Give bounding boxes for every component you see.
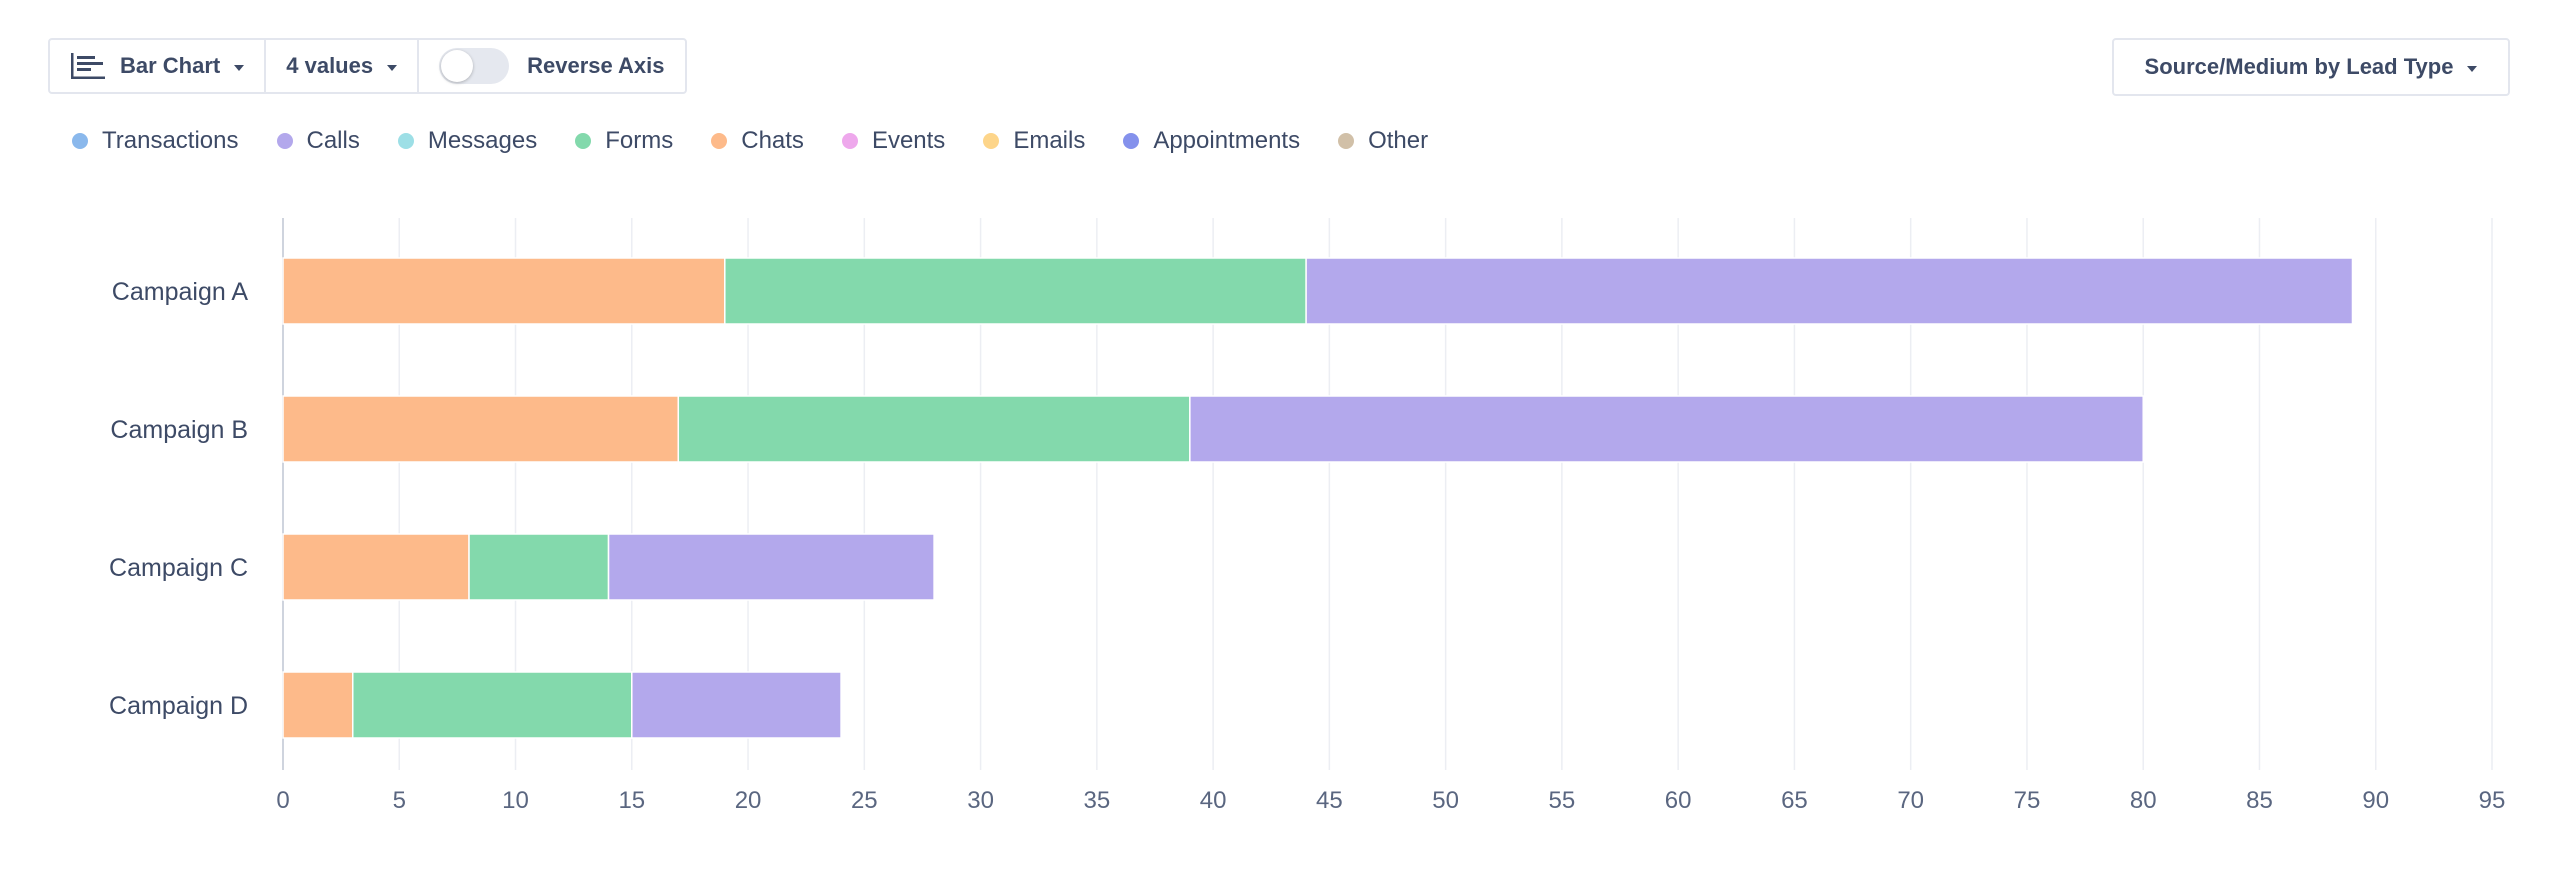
legend-dot [397,133,414,149]
x-tick-label: 55 [1549,787,1576,814]
bar-segment [1305,257,2354,325]
x-tick-label: 40 [1200,787,1227,814]
legend-label: Chats [741,127,804,154]
legend-item-transactions[interactable]: Transactions [72,127,239,155]
category-label: Campaign A [112,278,249,306]
x-tick-label: 20 [735,787,762,814]
x-tick-label: 70 [1897,787,1924,814]
legend-dot [575,133,592,149]
values-dropdown[interactable]: 4 values [264,40,417,92]
bar-chart-icon [71,53,105,79]
chart-type-label: Bar Chart [120,53,221,78]
legend-item-appointments[interactable]: Appointments [1123,127,1300,155]
x-tick-label: 65 [1781,787,1808,814]
x-tick-label: 80 [2130,787,2157,814]
legend-label: Forms [605,127,674,154]
legend-dot [1338,133,1355,149]
legend-dot [983,133,1000,149]
x-tick-label: 25 [851,787,878,814]
x-tick-label: 50 [1432,787,1459,814]
values-label: 4 values [286,53,374,78]
chart-toolbar: Bar Chart 4 values Reverse Axis [48,38,687,94]
legend-label: Appointments [1153,127,1301,154]
x-tick-label: 10 [502,787,529,814]
bar-segment [677,395,1191,463]
reverse-axis-label: Reverse Axis [527,53,665,78]
bar-segment [1189,395,2144,463]
legend-item-forms[interactable]: Forms [575,127,673,155]
reverse-axis-toggle[interactable] [439,48,510,84]
legend-item-calls[interactable]: Calls [276,127,360,155]
chevron-down-icon [387,65,398,71]
x-tick-label: 85 [2246,787,2273,814]
bar-segment [352,671,633,739]
bar-segment [724,257,1307,325]
source-medium-dropdown[interactable]: Source/Medium by Lead Type [2112,38,2510,96]
legend-item-other[interactable]: Other [1338,127,1428,155]
legend-label: Events [871,127,946,154]
source-medium-label: Source/Medium by Lead Type [2144,54,2454,79]
reverse-axis-control[interactable]: Reverse Axis [417,40,684,92]
x-tick-label: 95 [2479,787,2506,814]
x-tick-label: 35 [1083,787,1110,814]
legend-item-chats[interactable]: Chats [711,127,804,155]
chevron-down-icon [2467,66,2478,72]
bar-segment [282,533,470,601]
x-tick-label: 75 [2014,787,2041,814]
chart-legend: Transactions Calls Messages Forms Chats … [72,124,1466,158]
bar-segment [631,671,842,739]
legend-label: Emails [1013,127,1086,154]
legend-dot [841,133,858,149]
category-label: Campaign D [109,692,248,720]
x-tick-label: 5 [393,787,406,814]
legend-label: Messages [427,127,538,154]
bar-segment [282,257,726,325]
legend-item-messages[interactable]: Messages [397,127,538,155]
category-label: Campaign B [110,416,248,444]
bar-segment [282,671,354,739]
legend-dot [711,133,728,149]
chevron-down-icon [234,65,245,71]
legend-dot [72,133,88,149]
x-tick-label: 0 [276,787,289,814]
bar-segment [468,533,610,601]
legend-label: Other [1368,127,1429,154]
legend-label: Calls [306,127,360,154]
legend-item-events[interactable]: Events [841,127,946,155]
category-label: Campaign C [109,554,248,582]
legend-dot [1123,133,1140,149]
bar-segment [607,533,935,601]
x-tick-label: 90 [2362,787,2389,814]
chart-type-dropdown[interactable]: Bar Chart [50,40,264,92]
x-tick-label: 15 [618,787,645,814]
legend-dot [276,133,293,149]
x-tick-label: 45 [1316,787,1343,814]
legend-label: Transactions [102,127,239,154]
legend-item-emails[interactable]: Emails [983,127,1085,155]
x-tick-label: 30 [967,787,994,814]
x-tick-label: 60 [1665,787,1692,814]
toggle-knob [441,50,474,82]
bar-segment [282,395,680,463]
